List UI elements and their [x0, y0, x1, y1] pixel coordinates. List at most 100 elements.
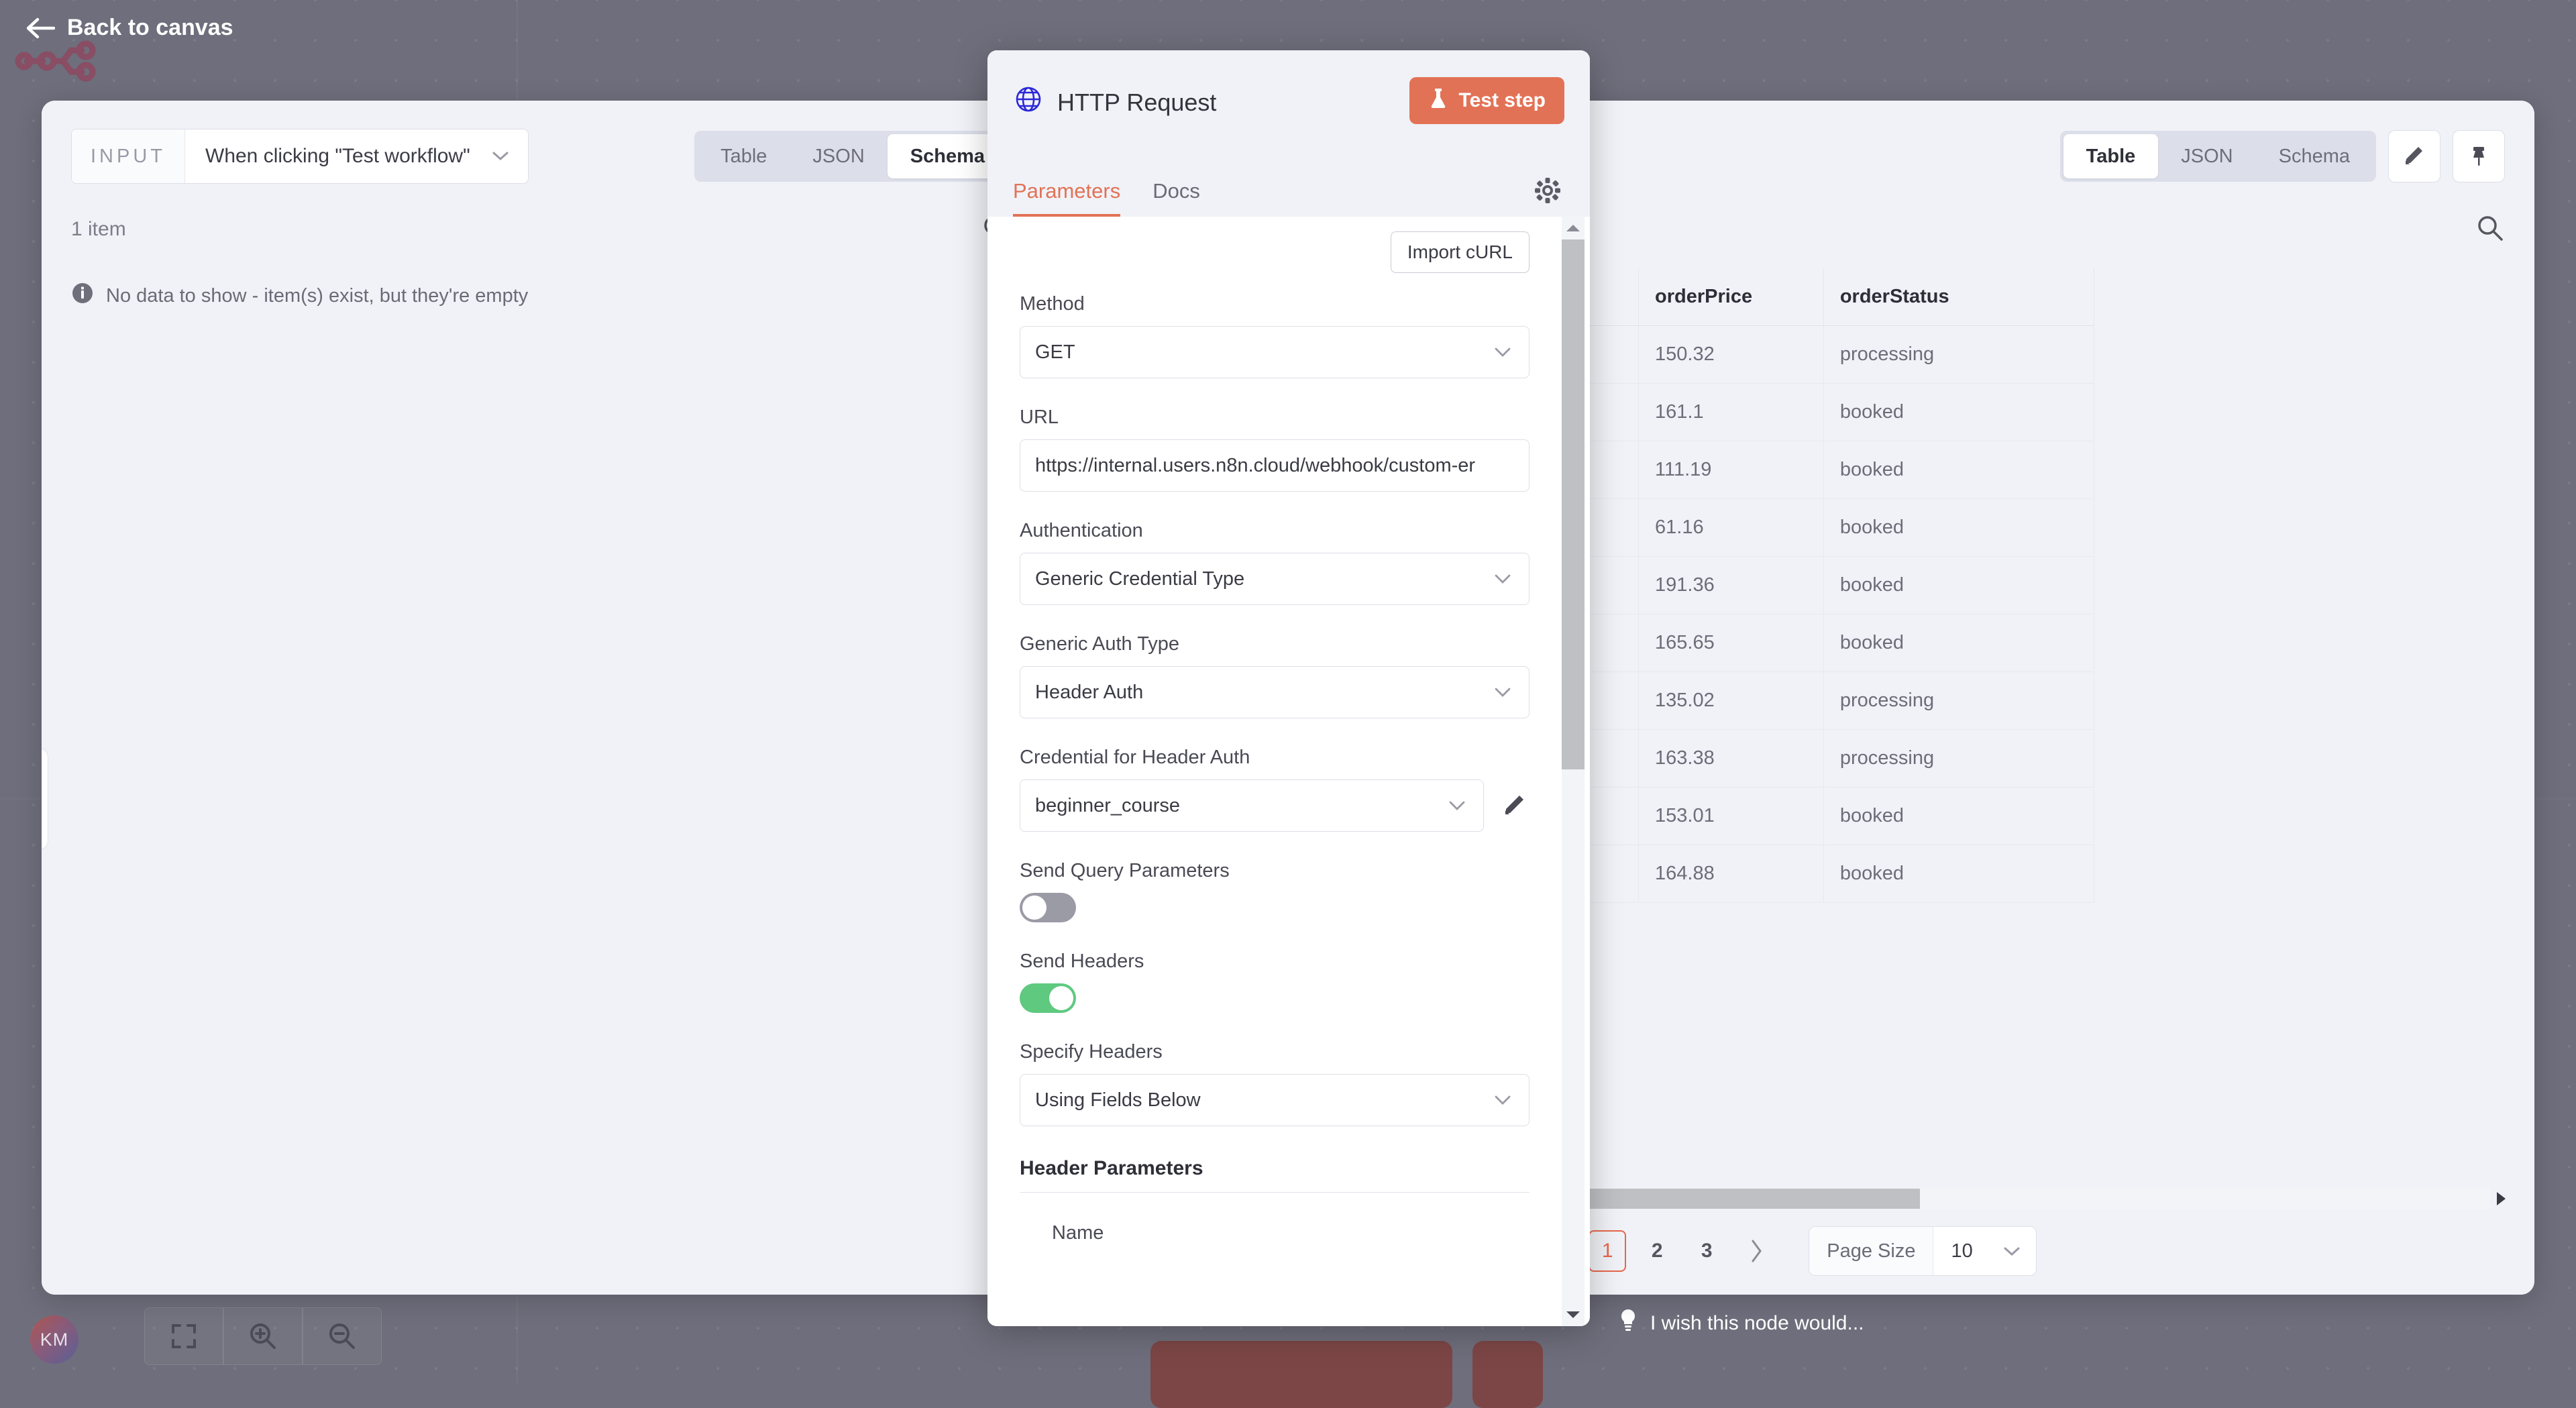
- table-cell-orderstatus: processing: [1823, 730, 2094, 788]
- lightbulb-icon: [1618, 1308, 1638, 1339]
- authentication-value: Generic Credential Type: [1035, 568, 1244, 590]
- ghost-node-button-secondary: [1472, 1341, 1543, 1408]
- output-view-tabs[interactable]: Table JSON Schema: [2060, 131, 2376, 182]
- send-headers-label: Send Headers: [1020, 951, 1529, 973]
- input-tab-json[interactable]: JSON: [790, 134, 887, 178]
- table-cell-orderprice: 61.16: [1639, 499, 1824, 557]
- chevron-down-icon: [1493, 1089, 1513, 1112]
- output-tab-json[interactable]: JSON: [2158, 134, 2255, 178]
- input-empty-message: No data to show - item(s) exist, but the…: [106, 285, 528, 307]
- avatar-initials: KM: [40, 1330, 69, 1350]
- table-cell-orderstatus: booked: [1823, 788, 2094, 845]
- method-select[interactable]: GET: [1020, 326, 1529, 378]
- canvas-zoom-toolbar[interactable]: [144, 1307, 382, 1365]
- avatar[interactable]: KM: [30, 1315, 78, 1364]
- table-cell-orderstatus: booked: [1823, 557, 2094, 614]
- test-step-button[interactable]: Test step: [1409, 77, 1564, 124]
- zoom-out-button[interactable]: [303, 1307, 382, 1365]
- table-cell-orderprice: 163.38: [1639, 730, 1824, 788]
- scroll-up-arrow-icon[interactable]: [1562, 217, 1585, 239]
- page-size-value: 10: [1951, 1240, 1972, 1262]
- pagination-page-1[interactable]: 1: [1589, 1230, 1626, 1272]
- modal-title-group: HTTP Request: [1014, 85, 1216, 119]
- zoom-in-button[interactable]: [223, 1307, 303, 1365]
- modal-tab-docs[interactable]: Docs: [1152, 179, 1200, 217]
- output-tab-schema[interactable]: Schema: [2256, 134, 2373, 178]
- field-credential: Credential for Header Auth beginner_cour…: [1020, 747, 1529, 832]
- column-header-orderprice[interactable]: orderPrice: [1639, 268, 1824, 326]
- chevron-down-icon: [1493, 568, 1513, 590]
- output-tab-table[interactable]: Table: [2063, 134, 2159, 178]
- gear-icon[interactable]: [1532, 175, 1563, 206]
- input-badge: INPUT: [72, 129, 185, 183]
- test-step-label: Test step: [1459, 89, 1546, 112]
- specify-headers-select[interactable]: Using Fields Below: [1020, 1074, 1529, 1126]
- globe-icon: [1014, 85, 1042, 119]
- send-query-label: Send Query Parameters: [1020, 860, 1529, 882]
- back-to-canvas-label: Back to canvas: [67, 15, 233, 41]
- table-cell-orderprice: 135.02: [1639, 672, 1824, 730]
- authentication-label: Authentication: [1020, 520, 1529, 542]
- modal-scroll-thumb[interactable]: [1562, 239, 1585, 769]
- pagination-next-icon[interactable]: [1737, 1232, 1775, 1270]
- generic-auth-select[interactable]: Header Auth: [1020, 666, 1529, 718]
- page-size-selector[interactable]: Page Size 10: [1809, 1226, 2036, 1276]
- table-cell-orderprice: 161.1: [1639, 384, 1824, 441]
- send-headers-toggle[interactable]: [1020, 983, 1076, 1013]
- scroll-right-arrow-icon[interactable]: [2490, 1191, 2510, 1207]
- url-input[interactable]: https://internal.users.n8n.cloud/webhook…: [1020, 439, 1529, 492]
- http-request-modal: HTTP Request Test step Parameters Docs: [987, 50, 1590, 1326]
- input-node-name: When clicking "Test workflow": [205, 145, 470, 168]
- output-search-icon[interactable]: [2475, 213, 2505, 246]
- input-node-dropdown[interactable]: When clicking "Test workflow": [185, 129, 528, 183]
- modal-vertical-scrollbar[interactable]: [1562, 217, 1585, 1326]
- pagination-page-3[interactable]: 3: [1688, 1230, 1725, 1272]
- input-tab-table[interactable]: Table: [698, 134, 790, 178]
- zoom-to-fit-button[interactable]: [144, 1307, 223, 1365]
- authentication-select[interactable]: Generic Credential Type: [1020, 553, 1529, 605]
- header-parameters-title: Header Parameters: [1020, 1157, 1529, 1193]
- node-feedback-hint[interactable]: I wish this node would...: [1618, 1308, 1864, 1339]
- url-label: URL: [1020, 407, 1529, 429]
- field-send-headers: Send Headers: [1020, 951, 1529, 1013]
- back-to-canvas-button[interactable]: Back to canvas: [27, 15, 233, 41]
- credential-select[interactable]: beginner_course: [1020, 779, 1484, 832]
- modal-tab-parameters[interactable]: Parameters: [1013, 179, 1120, 217]
- edit-credential-pencil-icon[interactable]: [1500, 791, 1529, 820]
- import-curl-button[interactable]: Import cURL: [1391, 231, 1529, 273]
- table-cell-orderprice: 165.65: [1639, 614, 1824, 672]
- page-size-value-wrap[interactable]: 10: [1933, 1227, 2035, 1275]
- edit-output-button[interactable]: [2388, 130, 2440, 182]
- table-cell-orderstatus: booked: [1823, 384, 2094, 441]
- pin-output-button[interactable]: [2453, 130, 2505, 182]
- panel-drawer-handle[interactable]: [42, 748, 48, 850]
- generic-auth-label: Generic Auth Type: [1020, 633, 1529, 655]
- send-query-toggle[interactable]: [1020, 893, 1076, 922]
- chevron-down-icon: [490, 145, 511, 168]
- flask-icon: [1428, 87, 1448, 114]
- url-value: https://internal.users.n8n.cloud/webhook…: [1035, 455, 1475, 477]
- modal-scroll-area[interactable]: Import cURL Method GET URL https://inter…: [987, 217, 1562, 1326]
- chevron-down-icon: [1447, 795, 1467, 817]
- input-view-tabs[interactable]: Table JSON Schema: [694, 131, 1011, 182]
- table-cell-orderstatus: booked: [1823, 614, 2094, 672]
- modal-title-text: HTTP Request: [1057, 89, 1216, 117]
- modal-tab-bar[interactable]: Parameters Docs: [987, 164, 1590, 217]
- table-cell-orderprice: 191.36: [1639, 557, 1824, 614]
- specify-headers-value: Using Fields Below: [1035, 1089, 1201, 1112]
- input-items-row: 1 item: [71, 209, 1011, 250]
- chevron-down-icon: [1493, 682, 1513, 704]
- scroll-down-arrow-icon[interactable]: [1562, 1303, 1585, 1326]
- chevron-down-icon: [2002, 1240, 2021, 1262]
- input-node-selector[interactable]: INPUT When clicking "Test workflow": [71, 129, 529, 184]
- input-empty-state: No data to show - item(s) exist, but the…: [71, 282, 528, 310]
- method-label: Method: [1020, 293, 1529, 315]
- field-send-query-parameters: Send Query Parameters: [1020, 860, 1529, 922]
- pagination-page-2[interactable]: 2: [1638, 1230, 1676, 1272]
- column-header-orderstatus[interactable]: orderStatus: [1823, 268, 2094, 326]
- header-name-label: Name: [1052, 1222, 1529, 1244]
- arrow-left-icon: [27, 17, 55, 40]
- input-items-count: 1 item: [71, 218, 126, 241]
- table-cell-orderstatus: booked: [1823, 845, 2094, 903]
- table-cell-orderstatus: processing: [1823, 672, 2094, 730]
